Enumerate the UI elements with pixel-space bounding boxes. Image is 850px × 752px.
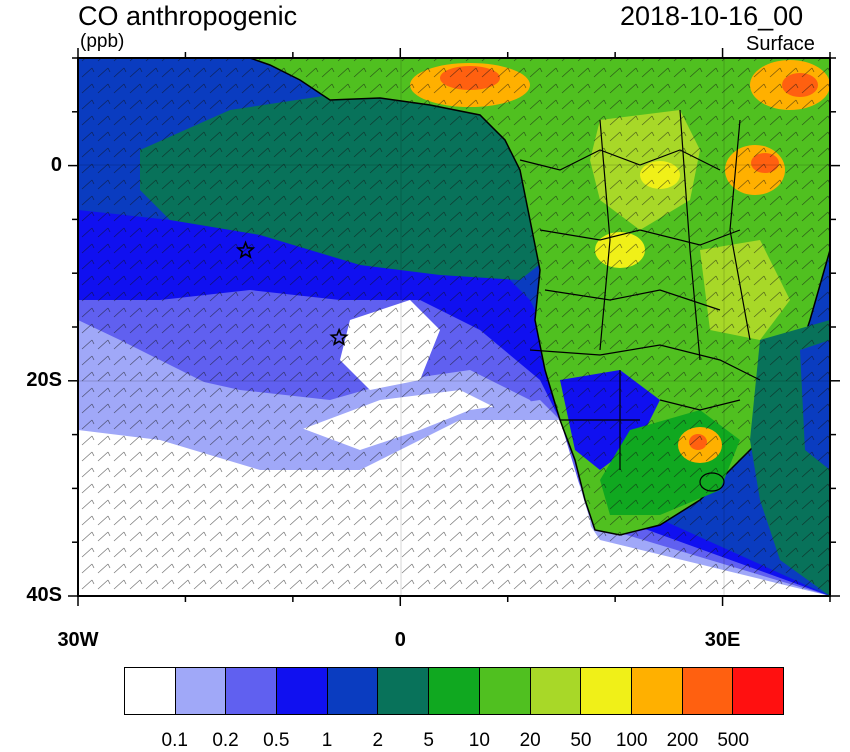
colorbar-swatch: [175, 668, 227, 714]
lat-tick-label: 40S: [26, 584, 62, 606]
map-title: CO anthropogenic: [78, 1, 298, 31]
datetime-label: 2018-10-16_00: [620, 1, 804, 31]
colorbar-swatch: [429, 668, 480, 714]
colorbar: [124, 667, 784, 715]
colorbar-swatch: [530, 668, 582, 714]
wind-barbs: [78, 58, 830, 596]
colorbar-swatch: [631, 668, 683, 714]
colorbar-swatch: [226, 668, 278, 714]
colorbar-swatch: [581, 668, 632, 714]
colorbar-swatch: [733, 668, 783, 714]
level-label: Surface: [746, 33, 815, 55]
colorbar-swatch: [682, 668, 734, 714]
colorbar-swatch: [378, 668, 430, 714]
colorbar-label: 10: [468, 730, 490, 751]
star-marker: [235, 240, 256, 259]
axis-ticks: [68, 48, 840, 606]
star-marker: [329, 327, 349, 346]
colorbar-swatch: [479, 668, 531, 714]
lon-tick-label: 30E: [704, 629, 741, 651]
colorbar-label: 100: [615, 730, 648, 751]
colorbar-label: 0.1: [161, 730, 188, 751]
graticule: [78, 58, 830, 596]
colorbar-swatch: [277, 668, 328, 714]
colorbar-label: 0.2: [212, 730, 239, 751]
colorbar-label: 500: [717, 730, 750, 751]
lon-tick-label: 0: [394, 629, 406, 651]
lat-tick-label: 20S: [26, 368, 62, 391]
colorbar-label: 2: [372, 730, 384, 751]
colorbar-label: 0.5: [263, 730, 290, 751]
colorbar-label: 50: [570, 730, 592, 751]
lon-tick-label: 30W: [57, 629, 99, 651]
colorbar-label: 20: [519, 730, 541, 751]
colorbar-label: 5: [423, 730, 434, 751]
units-label: (ppb): [80, 31, 125, 52]
lat-tick-label: 0: [50, 153, 62, 176]
concentration-field: [78, 58, 830, 596]
colorbar-label: 1: [321, 730, 333, 751]
colorbar-swatch: [125, 668, 176, 714]
colorbar-label: 200: [666, 730, 699, 751]
colorbar-swatch: [327, 668, 379, 714]
